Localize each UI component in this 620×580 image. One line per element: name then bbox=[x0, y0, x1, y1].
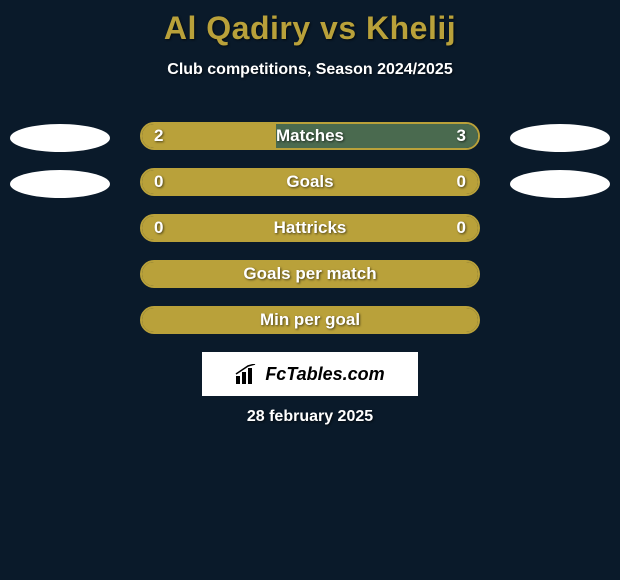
stat-row: Goals per match bbox=[0, 258, 620, 304]
stat-bar: 00Hattricks bbox=[140, 214, 480, 242]
stat-row: 00Hattricks bbox=[0, 212, 620, 258]
stat-label: Goals bbox=[142, 170, 478, 194]
stat-label: Matches bbox=[142, 124, 478, 148]
stat-row: Min per goal bbox=[0, 304, 620, 350]
subtitle: Club competitions, Season 2024/2025 bbox=[0, 61, 620, 79]
page-title: Al Qadiry vs Khelij bbox=[0, 0, 620, 47]
stat-label: Goals per match bbox=[142, 262, 478, 286]
footer-date: 28 february 2025 bbox=[0, 408, 620, 426]
team-badge-right bbox=[510, 170, 610, 198]
comparison-card: Al Qadiry vs Khelij Club competitions, S… bbox=[0, 0, 620, 580]
stat-bar: 23Matches bbox=[140, 122, 480, 150]
team-badge-left bbox=[10, 170, 110, 198]
stat-bar: Goals per match bbox=[140, 260, 480, 288]
stat-bar: 00Goals bbox=[140, 168, 480, 196]
team-badge-right bbox=[510, 124, 610, 152]
team-badge-left bbox=[10, 124, 110, 152]
stat-row: 23Matches bbox=[0, 120, 620, 166]
chart-icon bbox=[235, 364, 259, 384]
stat-rows: 23Matches 00Goals 00Hattricks Goals per mat… bbox=[0, 120, 620, 350]
stat-bar: Min per goal bbox=[140, 306, 480, 334]
footer-logo: FcTables.com bbox=[202, 352, 418, 396]
stat-label: Min per goal bbox=[142, 308, 478, 332]
stat-label: Hattricks bbox=[142, 216, 478, 240]
footer-logo-text: FcTables.com bbox=[265, 364, 384, 385]
stat-row: 00Goals bbox=[0, 166, 620, 212]
